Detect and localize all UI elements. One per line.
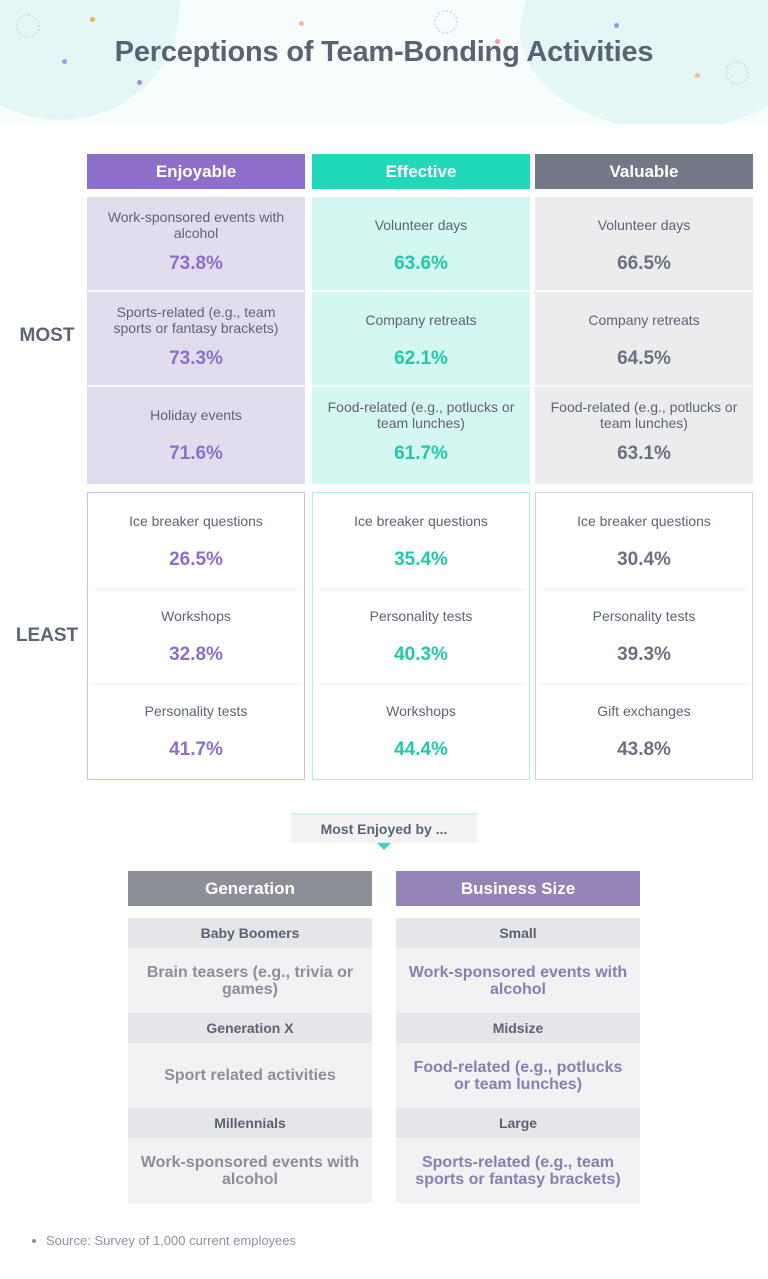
- activity-label: Work-sponsored events with alcohol: [107, 209, 285, 241]
- percentage-value: 61.7%: [394, 443, 448, 464]
- generation-activity: Work-sponsored events with alcohol: [128, 1138, 372, 1203]
- table-cell: Ice breaker questions 26.5%: [88, 493, 304, 588]
- generation-activity: Brain teasers (e.g., trivia or games): [128, 948, 372, 1013]
- header-banner: Perceptions of Team-Bonding Activities: [0, 0, 768, 124]
- confetti-dot: [695, 73, 700, 78]
- confetti-dot: [137, 80, 142, 85]
- confetti-dot: [299, 21, 304, 26]
- activity-label: Personality tests: [592, 608, 696, 624]
- activity-label: Ice breaker questions: [577, 513, 711, 529]
- effective-most-panel: Volunteer days 63.6% Company retreats 62.1%…: [312, 197, 530, 484]
- table-cell: Ice breaker questions 30.4%: [536, 493, 752, 588]
- sparkle-icon: [16, 14, 40, 38]
- activity-label: Food-related (e.g., potlucks or team lun…: [550, 399, 738, 431]
- table-cell: Volunteer days 63.6%: [312, 197, 530, 292]
- business-size-group: Large: [396, 1108, 640, 1138]
- sparkle-icon: [434, 10, 458, 34]
- column-header-valuable: Valuable: [535, 154, 753, 189]
- percentage-value: 41.7%: [169, 739, 223, 760]
- activity-label: Sports-related (e.g., team sports or fan…: [113, 304, 279, 336]
- valuable-least-panel: Ice breaker questions 30.4% Personality te…: [535, 492, 753, 780]
- sparkle-icon: [725, 61, 749, 85]
- business-size-activity: Work-sponsored events with alcohol: [396, 948, 640, 1013]
- row-label-most: MOST: [19, 325, 75, 346]
- column-header-enjoyable: Enjoyable: [87, 154, 305, 189]
- percentage-value: 73.3%: [169, 348, 223, 369]
- business-size-header: Business Size: [396, 871, 640, 906]
- activity-label: Personality tests: [144, 703, 248, 719]
- activity-label: Volunteer days: [597, 217, 691, 233]
- down-arrow-icon: [377, 843, 391, 850]
- activity-label: Company retreats: [588, 312, 700, 328]
- business-size-activity: Sports-related (e.g., team sports or fan…: [396, 1138, 640, 1203]
- percentage-value: 30.4%: [617, 549, 671, 570]
- table-cell: Food-related (e.g., potlucks or team lun…: [535, 387, 753, 482]
- generation-activity: Sport related activities: [128, 1043, 372, 1108]
- table-cell: Work-sponsored events with alcohol 73.8%: [87, 197, 305, 292]
- percentage-value: 35.4%: [394, 549, 448, 570]
- bullet-icon: [32, 1238, 36, 1243]
- percentage-value: 44.4%: [394, 739, 448, 760]
- generation-group: Generation X: [128, 1013, 372, 1043]
- enjoyable-least-panel: Ice breaker questions 26.5% Workshops 32.8%…: [87, 492, 305, 780]
- table-cell: Personality tests 41.7%: [88, 683, 304, 778]
- effective-least-panel: Ice breaker questions 35.4% Personality te…: [312, 492, 530, 780]
- confetti-dot: [62, 59, 67, 64]
- generation-header: Generation: [128, 871, 372, 906]
- percentage-value: 71.6%: [169, 443, 223, 464]
- enjoyable-most-panel: Work-sponsored events with alcohol 73.8% S…: [87, 197, 305, 484]
- table-cell: Company retreats 64.5%: [535, 292, 753, 387]
- confetti-dot: [614, 23, 619, 28]
- source-text: Source: Survey of 1,000 current employee…: [46, 1233, 297, 1248]
- activity-label: Ice breaker questions: [354, 513, 488, 529]
- page-title: Perceptions of Team-Bonding Activities: [114, 36, 654, 68]
- activity-label: Workshops: [161, 608, 231, 624]
- table-cell: Gift exchanges 43.8%: [536, 683, 752, 778]
- percentage-value: 63.6%: [394, 253, 448, 274]
- percentage-value: 66.5%: [617, 253, 671, 274]
- table-cell: Sports-related (e.g., team sports or fan…: [87, 292, 305, 387]
- percentage-value: 26.5%: [169, 549, 223, 570]
- activity-label: Company retreats: [365, 312, 477, 328]
- percentage-value: 63.1%: [617, 443, 671, 464]
- percentage-value: 64.5%: [617, 348, 671, 369]
- percentage-value: 43.8%: [617, 739, 671, 760]
- percentage-value: 32.8%: [169, 644, 223, 665]
- percentage-value: 39.3%: [617, 644, 671, 665]
- confetti-dot: [495, 39, 500, 44]
- generation-column: Baby Boomers Brain teasers (e.g., trivia…: [128, 918, 372, 1203]
- activity-label: Volunteer days: [374, 217, 468, 233]
- table-cell: Personality tests 39.3%: [536, 588, 752, 683]
- activity-label: Food-related (e.g., potlucks or team lun…: [327, 399, 515, 431]
- activity-label: Personality tests: [369, 608, 473, 624]
- activity-label: Holiday events: [150, 407, 242, 423]
- valuable-most-panel: Volunteer days 66.5% Company retreats 64.5%…: [535, 197, 753, 484]
- activity-label: Workshops: [386, 703, 456, 719]
- table-cell: Company retreats 62.1%: [312, 292, 530, 387]
- percentage-value: 73.8%: [169, 253, 223, 274]
- business-size-group: Midsize: [396, 1013, 640, 1043]
- percentage-value: 62.1%: [394, 348, 448, 369]
- business-size-column: Small Work-sponsored events with alcohol…: [396, 918, 640, 1203]
- generation-group: Millennials: [128, 1108, 372, 1138]
- business-size-group: Small: [396, 918, 640, 948]
- source-note: Source: Survey of 1,000 current employee…: [32, 1233, 296, 1248]
- generation-group: Baby Boomers: [128, 918, 372, 948]
- activity-label: Gift exchanges: [597, 703, 691, 719]
- column-header-effective: Effective: [312, 154, 530, 189]
- table-cell: Volunteer days 66.5%: [535, 197, 753, 292]
- table-cell: Workshops 44.4%: [313, 683, 529, 778]
- table-cell: Workshops 32.8%: [88, 588, 304, 683]
- table-cell: Food-related (e.g., potlucks or team lun…: [312, 387, 530, 482]
- most-enjoyed-heading: Most Enjoyed by ...: [291, 813, 477, 843]
- activity-label: Ice breaker questions: [129, 513, 263, 529]
- confetti-dot: [90, 17, 95, 22]
- table-cell: Holiday events 71.6%: [87, 387, 305, 482]
- business-size-activity: Food-related (e.g., potlucks or team lun…: [396, 1043, 640, 1108]
- table-cell: Ice breaker questions 35.4%: [313, 493, 529, 588]
- percentage-value: 40.3%: [394, 644, 448, 665]
- table-cell: Personality tests 40.3%: [313, 588, 529, 683]
- row-label-least: LEAST: [15, 625, 79, 646]
